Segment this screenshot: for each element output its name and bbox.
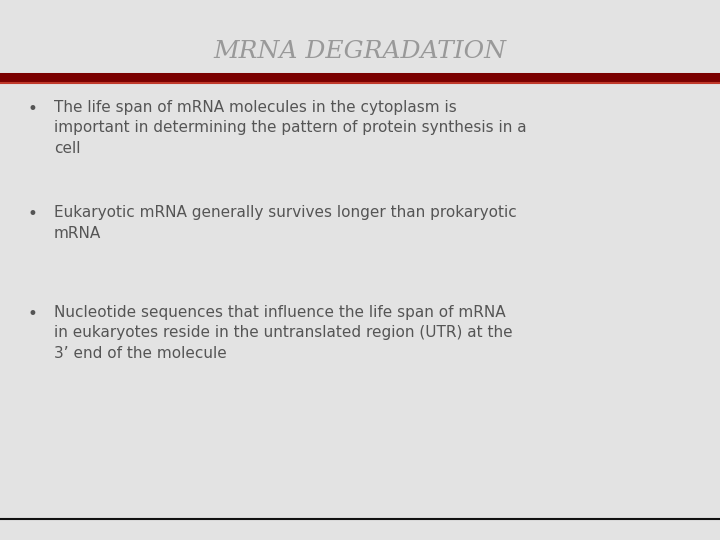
Text: MRNA DEGRADATION: MRNA DEGRADATION <box>214 40 506 63</box>
Text: The life span of mRNA molecules in the cytoplasm is
important in determining the: The life span of mRNA molecules in the c… <box>54 100 526 156</box>
Text: Eukaryotic mRNA generally survives longer than prokaryotic
mRNA: Eukaryotic mRNA generally survives longe… <box>54 205 517 241</box>
Text: •: • <box>27 100 37 118</box>
Text: Nucleotide sequences that influence the life span of mRNA
in eukaryotes reside i: Nucleotide sequences that influence the … <box>54 305 513 361</box>
Text: •: • <box>27 305 37 323</box>
Text: •: • <box>27 205 37 223</box>
